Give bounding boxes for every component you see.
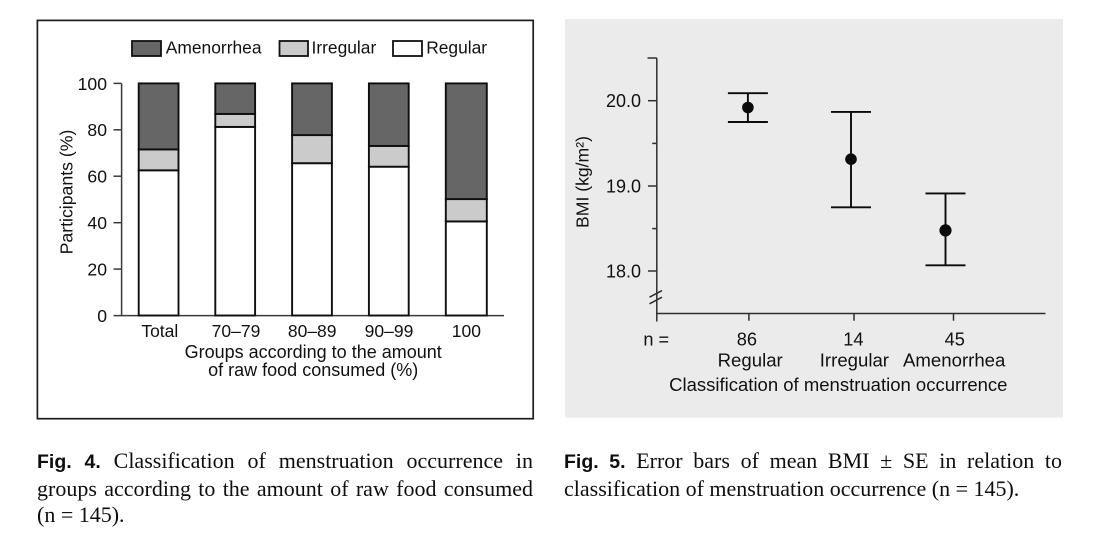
svg-text:Classification of menstruation: Classification of menstruation occurrenc… (669, 374, 1007, 395)
svg-text:100: 100 (452, 321, 481, 341)
svg-text:90–99: 90–99 (365, 321, 414, 341)
svg-text:Participants (%): Participants (%) (57, 130, 77, 255)
svg-text:20: 20 (87, 260, 107, 280)
svg-text:80: 80 (87, 120, 107, 140)
svg-text:0: 0 (97, 306, 107, 326)
svg-text:BMI (kg/m²): BMI (kg/m²) (573, 136, 593, 228)
svg-text:18.0: 18.0 (606, 261, 641, 281)
svg-text:19.0: 19.0 (606, 176, 641, 196)
svg-text:n =: n = (643, 329, 669, 349)
svg-text:Groups according to the amount: Groups according to the amount (185, 342, 442, 362)
svg-text:86: 86 (737, 329, 757, 349)
svg-text:70–79: 70–79 (212, 321, 261, 341)
svg-text:Irregular: Irregular (820, 349, 889, 370)
svg-text:40: 40 (87, 213, 107, 233)
svg-text:60: 60 (87, 167, 107, 187)
svg-text:100: 100 (78, 74, 108, 94)
svg-text:80–89: 80–89 (288, 321, 337, 341)
svg-text:20.0: 20.0 (606, 91, 641, 111)
svg-text:45: 45 (945, 329, 965, 349)
svg-text:Irregular: Irregular (312, 37, 377, 57)
svg-text:Regular: Regular (426, 37, 487, 57)
svg-text:14: 14 (843, 329, 863, 349)
svg-text:Total: Total (141, 321, 178, 341)
svg-text:of raw food consumed (%): of raw food consumed (%) (208, 360, 418, 380)
svg-text:Amenorrhea: Amenorrhea (903, 349, 1006, 370)
svg-text:Regular: Regular (718, 349, 783, 370)
svg-text:Amenorrhea: Amenorrhea (166, 37, 262, 57)
